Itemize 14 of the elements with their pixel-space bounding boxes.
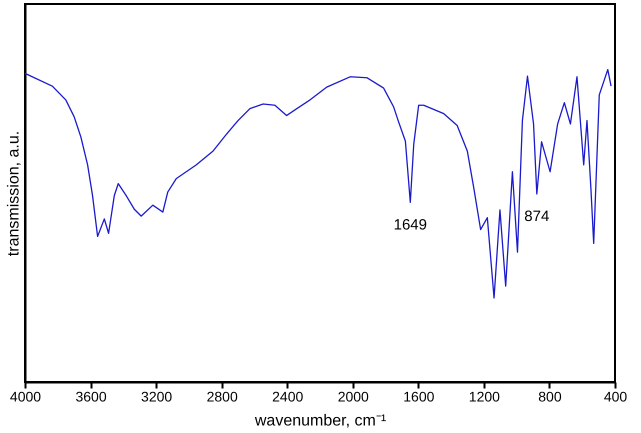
x-axis-title: wavenumber, cm⁻¹ [254,412,386,430]
x-tick-label: 2400 [272,388,304,404]
x-tick-label: 1200 [468,388,500,404]
annotation: 1649 [394,216,427,234]
x-tick-label: 3600 [75,388,107,404]
y-axis-title: transmission, a.u. [6,130,22,256]
x-tick-label: 3200 [141,388,172,404]
x-tick-label: 2800 [206,388,238,404]
x-tick-label: 800 [538,388,562,404]
x-tick-label: 4000 [10,388,42,404]
x-tick-label: 400 [604,388,628,404]
x-tick-label: 2000 [338,388,370,404]
annotation: 874 [524,208,550,225]
x-tick-label: 1600 [403,388,435,404]
